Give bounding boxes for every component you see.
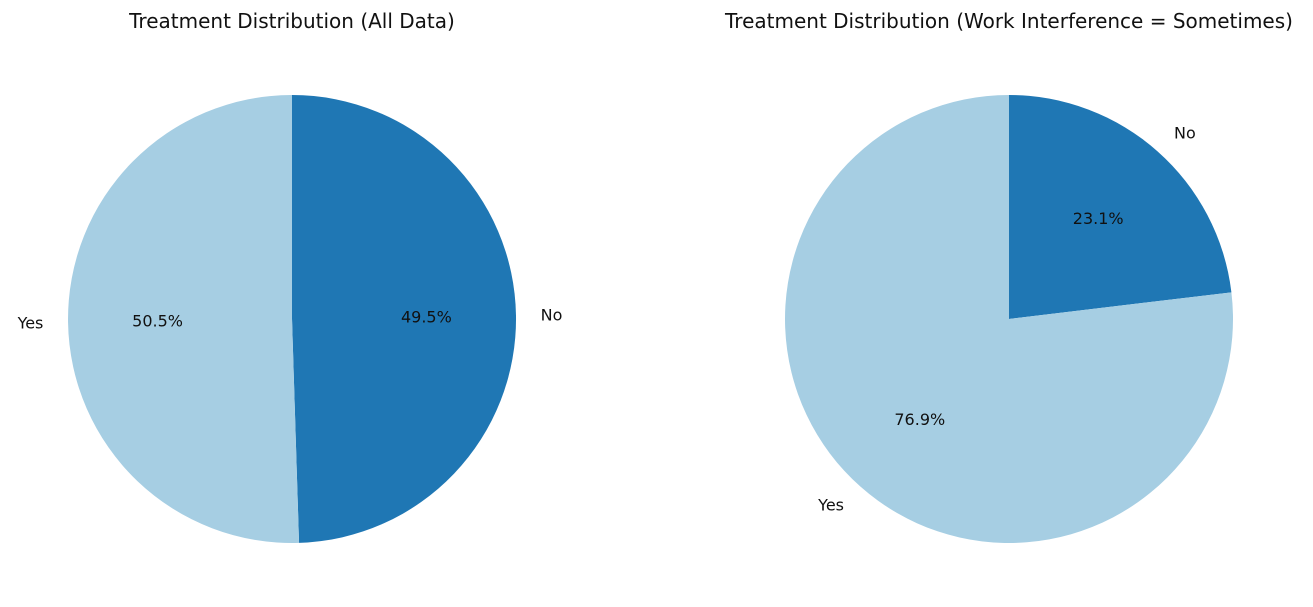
pie-slice-no bbox=[1009, 95, 1232, 319]
chart-title-all-data: Treatment Distribution (All Data) bbox=[128, 9, 455, 33]
pie-slice-yes bbox=[68, 95, 300, 543]
slice-label-no: No bbox=[1174, 124, 1196, 143]
pct-label-no: 23.1% bbox=[1073, 209, 1124, 228]
slice-label-yes: Yes bbox=[17, 313, 44, 332]
pie-slices-work-interference bbox=[785, 95, 1234, 544]
pie-labels-work-interference: No 23.1% Yes 76.9% bbox=[817, 124, 1196, 515]
pct-label-no: 49.5% bbox=[401, 307, 452, 326]
pct-label-yes: 76.9% bbox=[894, 410, 945, 429]
slice-label-yes: Yes bbox=[817, 496, 844, 515]
pie-chart-all-data: Treatment Distribution (All Data) No 49.5… bbox=[17, 9, 563, 543]
pie-slice-yes bbox=[785, 95, 1234, 544]
slice-label-no: No bbox=[541, 306, 563, 325]
chart-title-work-interference: Treatment Distribution (Work Interferenc… bbox=[724, 9, 1293, 33]
pie-slices-all-data bbox=[68, 95, 517, 543]
pct-label-yes: 50.5% bbox=[132, 312, 183, 331]
pie-slice-no bbox=[292, 95, 517, 543]
pie-labels-all-data: No 49.5% Yes 50.5% bbox=[17, 306, 563, 333]
pie-chart-work-interference: Treatment Distribution (Work Interferenc… bbox=[724, 9, 1293, 544]
